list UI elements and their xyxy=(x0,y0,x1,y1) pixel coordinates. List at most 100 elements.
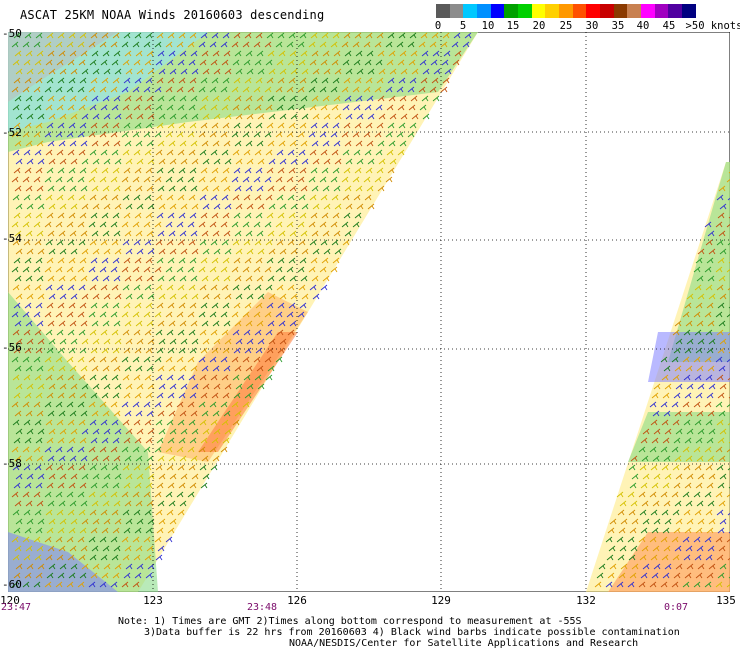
color-scale-label: 35 xyxy=(611,20,625,32)
wind-barb xyxy=(158,203,166,210)
wind-barb xyxy=(268,203,276,210)
wind-barb xyxy=(323,158,331,165)
wind-barb xyxy=(99,356,107,363)
wind-barb xyxy=(300,95,308,102)
wind-barb xyxy=(99,221,107,228)
wind-barb xyxy=(716,509,724,516)
wind-barb xyxy=(253,86,261,93)
wind-barb xyxy=(24,527,32,534)
wind-barb xyxy=(297,41,305,48)
wind-barb xyxy=(639,464,647,471)
wind-barb xyxy=(102,140,110,147)
wind-barb xyxy=(663,545,671,552)
wind-barb xyxy=(235,338,243,345)
wind-barb xyxy=(144,554,152,561)
wind-barb xyxy=(640,527,648,534)
wind-barb xyxy=(243,194,251,201)
wind-barb xyxy=(693,401,701,408)
wind-barb xyxy=(168,455,176,462)
wind-barb xyxy=(110,41,118,48)
wind-barb xyxy=(80,410,88,417)
wind-barb xyxy=(179,410,187,417)
wind-barb xyxy=(44,311,52,318)
wind-barb xyxy=(13,347,21,354)
wind-barb xyxy=(289,140,297,147)
wind-barb xyxy=(121,221,129,228)
wind-barb xyxy=(649,581,657,588)
wind-barb xyxy=(99,41,107,48)
wind-barb xyxy=(176,356,184,363)
wind-barb xyxy=(420,77,428,84)
wind-barb xyxy=(334,68,342,75)
wind-barb xyxy=(257,248,265,255)
wind-barb xyxy=(35,392,43,399)
wind-barb xyxy=(33,491,41,498)
wind-barb xyxy=(90,572,98,579)
wind-barb xyxy=(146,500,154,507)
wind-barb xyxy=(178,257,186,264)
wind-barb xyxy=(718,230,726,237)
wind-barb xyxy=(264,86,272,93)
wind-barb xyxy=(25,545,33,552)
wind-barb xyxy=(232,104,240,111)
wind-barb xyxy=(684,482,692,489)
wind-barb xyxy=(14,320,22,327)
wind-barb xyxy=(289,50,297,57)
wind-barb xyxy=(653,383,661,390)
wind-barb xyxy=(11,176,19,183)
wind-barb xyxy=(264,41,272,48)
wind-barb xyxy=(641,545,649,552)
wind-barb xyxy=(46,437,54,444)
wind-barb xyxy=(33,311,41,318)
wind-barb xyxy=(103,113,111,120)
wind-barb xyxy=(696,455,704,462)
wind-barb xyxy=(67,59,75,66)
wind-barb xyxy=(113,230,121,237)
wind-barb xyxy=(44,581,52,588)
wind-barb xyxy=(14,140,22,147)
wind-barb xyxy=(70,68,78,75)
wind-barb xyxy=(651,392,659,399)
wind-barb xyxy=(231,41,239,48)
wind-barb xyxy=(265,329,273,336)
wind-barb xyxy=(45,149,53,156)
wind-barb xyxy=(224,383,232,390)
wind-barb xyxy=(154,86,162,93)
wind-barb xyxy=(245,365,253,372)
wind-barb xyxy=(165,446,173,453)
wind-barb xyxy=(44,176,52,183)
wind-barb xyxy=(202,293,210,300)
wind-barb xyxy=(727,512,730,516)
color-scale-label: 45 xyxy=(662,20,676,32)
wind-barb xyxy=(47,500,55,507)
wind-barb xyxy=(23,509,31,516)
wind-barb xyxy=(155,284,163,291)
wind-barb xyxy=(704,581,712,588)
wind-barb xyxy=(99,311,107,318)
wind-barb xyxy=(13,572,21,579)
wind-barb xyxy=(36,545,44,552)
wind-barb xyxy=(213,428,221,435)
wind-barb xyxy=(213,68,221,75)
wind-barb xyxy=(157,410,165,417)
wind-barb xyxy=(617,554,625,561)
wind-barb xyxy=(114,428,122,435)
wind-barb xyxy=(232,419,240,426)
wind-barb xyxy=(277,257,285,264)
wind-barb xyxy=(57,257,65,264)
wind-barb xyxy=(112,302,120,309)
wind-barb xyxy=(79,122,87,129)
wind-barb xyxy=(143,491,151,498)
wind-barb xyxy=(253,356,261,363)
wind-barb xyxy=(101,257,109,264)
wind-barb xyxy=(212,320,220,327)
wind-barb xyxy=(91,140,99,147)
wind-barb xyxy=(278,95,286,102)
wind-barb xyxy=(34,284,42,291)
wind-barb xyxy=(80,500,88,507)
wind-barb xyxy=(113,140,121,147)
wind-barb xyxy=(210,464,218,471)
wind-barb xyxy=(89,284,97,291)
wind-barb xyxy=(56,239,64,246)
wind-barb xyxy=(696,365,704,372)
